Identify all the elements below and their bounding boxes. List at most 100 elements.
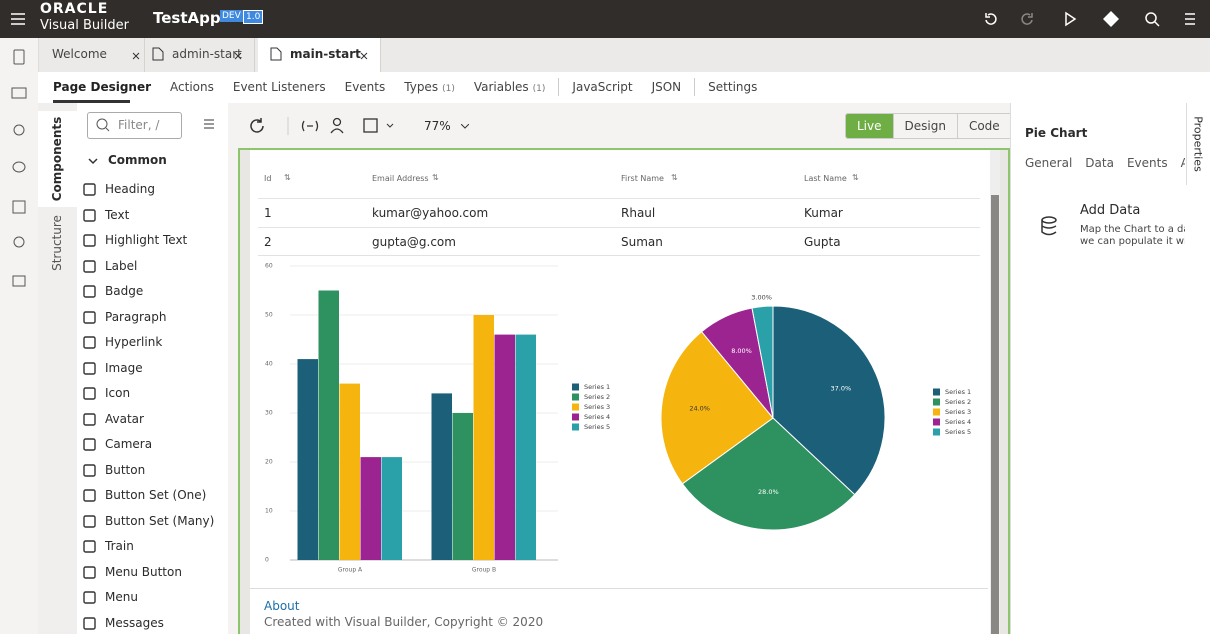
slice-label: 37.0% <box>831 385 852 393</box>
table-bg <box>258 158 980 256</box>
item-icon <box>83 489 96 502</box>
device[interactable] <box>363 118 378 133</box>
palette-item[interactable]: Button <box>105 462 146 477</box>
file-tab-label: main-start <box>290 47 361 61</box>
palette-item[interactable]: Highlight Text <box>105 233 188 247</box>
pie-slice <box>751 305 774 419</box>
designer-tab-label: Page Designer <box>53 80 152 94</box>
footer-link[interactable]: About <box>264 599 300 613</box>
column-header[interactable]: Last Name <box>804 174 847 183</box>
git[interactable] <box>1103 11 1119 27</box>
cell: 1 <box>264 206 272 220</box>
file-tab[interactable]: main-start <box>258 38 381 72</box>
file-tab[interactable]: Welcome <box>52 38 145 72</box>
palette-item[interactable]: Label <box>105 258 138 273</box>
palette-item[interactable]: Camera <box>105 437 153 451</box>
mode-button[interactable]: Code <box>956 114 1011 138</box>
palette-item[interactable]: Text <box>105 207 130 222</box>
sort-icon[interactable]: ⇅ <box>671 173 678 182</box>
designer-tab[interactable]: JavaScript <box>572 80 632 96</box>
menu-icon[interactable] <box>11 12 25 26</box>
scrollbar-thumb[interactable] <box>991 195 999 634</box>
palette-item[interactable]: Menu <box>105 590 138 604</box>
data-table: Id ⇅ Email Address ⇅ First Name ⇅ Last Name ⇅ 1 k… <box>258 158 980 256</box>
palette-item[interactable]: Messages <box>105 615 164 630</box>
column-header[interactable]: First Name <box>621 174 664 183</box>
item-icon <box>83 259 96 273</box>
file-tab-label: admin-start <box>172 47 242 61</box>
palette-item[interactable]: Avatar <box>105 411 144 426</box>
properties-tab-bg <box>1186 103 1210 185</box>
palette-item[interactable]: Train <box>105 539 134 553</box>
designer-tab[interactable]: JSON <box>652 80 682 96</box>
side-tab-bar: Components Structure <box>38 103 78 634</box>
pie-slice <box>772 305 886 496</box>
cell: gupta@g.com <box>372 235 456 249</box>
column-header[interactable]: Id <box>264 174 272 183</box>
add-data[interactable]: Add Data <box>1080 203 1141 218</box>
designer-tab[interactable]: Types (1) <box>404 80 455 96</box>
property-tab[interactable]: Events <box>1126 156 1168 170</box>
designer-tab-label: Variables <box>473 80 529 94</box>
side-tab[interactable]: Components <box>50 116 64 202</box>
brand: ORACLE <box>40 1 109 17</box>
group-header[interactable]: Common <box>108 153 167 167</box>
property-tab[interactable]: Al <box>1181 156 1185 170</box>
variables[interactable] <box>301 120 319 132</box>
column-header[interactable]: Email Address <box>372 174 429 183</box>
file-tab[interactable]: admin-start <box>140 38 255 72</box>
close-icon[interactable] <box>234 52 242 60</box>
slice-label: 28.0% <box>758 488 779 496</box>
property-tab[interactable]: General <box>1025 156 1073 170</box>
close-icon[interactable] <box>132 52 140 60</box>
copyright: Created with Visual Builder, Copyright ©… <box>264 615 544 629</box>
activity-bar <box>0 38 39 634</box>
side-tab[interactable]: Structure <box>50 215 64 271</box>
undo[interactable] <box>985 13 997 25</box>
designer-tab[interactable]: Variables (1) <box>474 80 546 96</box>
sort-icon[interactable]: ⇅ <box>284 173 291 182</box>
sort-icon[interactable]: ⇅ <box>432 173 439 182</box>
active-underline <box>53 100 130 103</box>
palette-item[interactable]: Menu Button <box>105 564 182 579</box>
activity-icons <box>11 49 27 287</box>
designer-tab[interactable]: Actions <box>170 80 214 96</box>
badge: DEV <box>220 10 243 22</box>
palette-item[interactable]: Badge <box>105 284 144 298</box>
y-tick-label: 10 <box>265 508 273 515</box>
chevron[interactable] <box>88 157 98 165</box>
sort-icon[interactable]: ⇅ <box>852 173 859 182</box>
palette-item[interactable]: Heading <box>105 182 155 196</box>
close-icon[interactable] <box>360 52 368 60</box>
app-name[interactable]: TestApp <box>153 9 221 27</box>
more[interactable] <box>1185 13 1195 25</box>
properties-tab[interactable]: Properties <box>1191 116 1205 172</box>
redo[interactable] <box>1021 13 1033 25</box>
run[interactable] <box>1065 11 1077 27</box>
palette-item[interactable]: Hyperlink <box>105 335 163 349</box>
legend-label: Series 5 <box>584 423 610 431</box>
designer-tab[interactable]: Page Designer <box>53 80 151 96</box>
zoom[interactable]: 77% <box>424 119 451 133</box>
palette-item[interactable]: Button Set (One) <box>105 488 207 502</box>
separator <box>694 78 696 96</box>
palette-item[interactable]: Paragraph <box>105 309 167 324</box>
mode-switch: Live Design Code <box>845 113 1012 139</box>
property-tabs: General Data Events Al <box>1025 156 1185 170</box>
designer-tab[interactable]: Settings <box>708 80 757 96</box>
file-icon <box>152 47 164 61</box>
designer-tab[interactable]: Events <box>345 80 386 96</box>
palette-item[interactable]: Button Set (Many) <box>105 513 215 528</box>
filter-input[interactable]: Filter, / <box>87 112 182 139</box>
list-menu[interactable] <box>204 119 214 129</box>
search[interactable] <box>1145 12 1157 24</box>
refresh[interactable] <box>250 118 264 133</box>
palette-item[interactable]: Image <box>105 360 143 375</box>
designer-tab[interactable]: Event Listeners <box>233 80 326 96</box>
mode-button[interactable]: Live <box>846 114 893 138</box>
designer-tab-bar: Page Designer Actions Event Listeners Event… <box>38 72 1210 104</box>
palette-item[interactable]: Icon <box>105 386 131 400</box>
designer-tab-label: Event Listeners <box>232 80 326 94</box>
mode-button[interactable]: Design <box>892 114 957 138</box>
property-tab[interactable]: Data <box>1085 156 1114 170</box>
